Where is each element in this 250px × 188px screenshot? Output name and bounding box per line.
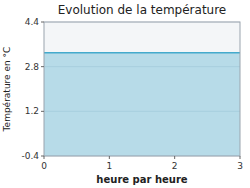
- y-tick: [41, 22, 44, 23]
- y-tick-label: -0.4: [21, 151, 39, 161]
- x-tick-label: 2: [172, 161, 178, 171]
- y-tick: [41, 111, 44, 112]
- area: [44, 53, 240, 156]
- plot-frame: [44, 22, 240, 156]
- y-tick-label: 1.2: [25, 106, 39, 116]
- x-tick: [109, 156, 110, 159]
- y-tick-label: 4.4: [25, 17, 40, 27]
- y-tick: [41, 156, 44, 157]
- x-tick-label: 0: [41, 161, 47, 171]
- x-tick: [240, 156, 241, 159]
- x-axis: 0 1 2 3: [41, 156, 243, 171]
- x-tick: [174, 156, 175, 159]
- x-axis-label: heure par heure: [96, 174, 187, 185]
- line: [44, 52, 240, 54]
- y-tick: [41, 66, 44, 67]
- y-axis: -0.4 1.2 2.8 4.4: [21, 17, 44, 161]
- chart-container: 0 1 2 3 -0.4 1.2 2.8 4.4 heure par heure Températ…: [0, 0, 250, 188]
- x-tick-label: 1: [106, 161, 112, 171]
- title: Evolution de la température: [58, 3, 227, 17]
- y-axis-label: Température en °C: [2, 47, 12, 133]
- x-tick-label: 3: [237, 161, 243, 171]
- y-tick-label: 2.8: [25, 62, 40, 72]
- grid: [44, 22, 240, 156]
- plot-background: [44, 22, 240, 156]
- data-area: [44, 53, 240, 156]
- chart: 0 1 2 3 -0.4 1.2 2.8 4.4 heure par heure Températ…: [0, 0, 250, 188]
